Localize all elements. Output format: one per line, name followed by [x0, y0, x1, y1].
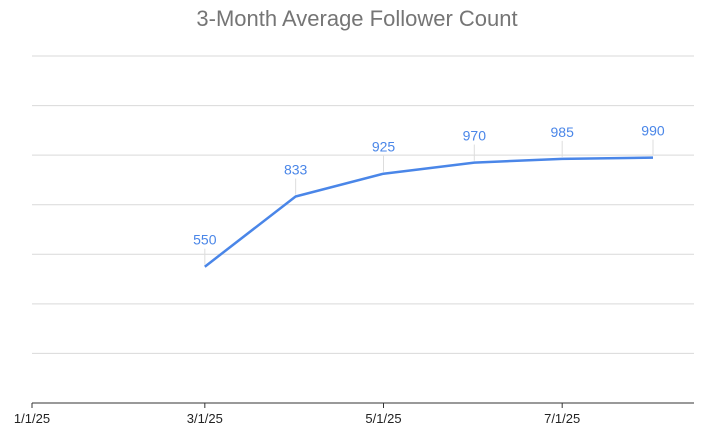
x-axis-ticks: 1/1/25 3/1/25 5/1/25 7/1/25 [14, 403, 580, 426]
x-tick-label: 7/1/25 [544, 411, 580, 426]
data-label: 925 [372, 139, 396, 155]
x-tick-label: 1/1/25 [14, 411, 50, 426]
grid-lines [32, 55, 694, 404]
data-label: 990 [641, 123, 665, 139]
data-labels: 550 833 925 970 985 990 [193, 123, 665, 265]
series-line [204, 156, 654, 268]
x-tick-label: 3/1/25 [187, 411, 223, 426]
chart-title: 3-Month Average Follower Count [196, 6, 518, 31]
x-tick-label: 5/1/25 [365, 411, 401, 426]
series-layer [204, 156, 654, 268]
data-label: 985 [551, 124, 575, 140]
data-label: 833 [284, 162, 308, 178]
data-label: 970 [463, 128, 487, 144]
data-label: 550 [193, 232, 217, 248]
